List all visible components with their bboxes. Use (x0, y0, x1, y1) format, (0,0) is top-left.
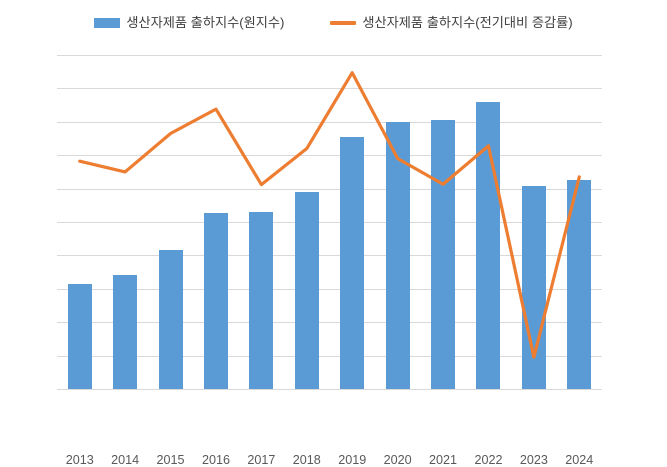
x-axis-tick-label: 2024 (565, 453, 594, 467)
x-axis-tick-label: 2023 (519, 453, 548, 467)
bar-swatch-icon (94, 17, 121, 28)
x-axis-tick-label: 2020 (383, 453, 412, 467)
x-axis-tick-label: 2018 (292, 453, 321, 467)
x-axis-tick-label: 2022 (474, 453, 503, 467)
gridline (57, 121, 602, 123)
bar-2018[interactable] (294, 191, 319, 389)
gridline (57, 222, 602, 223)
legend-item-growth-rate[interactable]: 생산자제품 출하지수(전기대비 증감률) (330, 15, 573, 30)
bar-2016[interactable] (203, 212, 228, 389)
bar-2022[interactable] (476, 101, 501, 389)
x-axis-tick-label: 2019 (338, 453, 367, 467)
x-axis-tick-label: 2016 (201, 453, 230, 467)
legend-item-shipment-index[interactable]: 생산자제품 출하지수(원지수) (94, 16, 284, 29)
gridline (57, 322, 602, 324)
gridline (57, 55, 602, 56)
x-axis-tick-label: 2013 (65, 453, 94, 467)
x-axis-tick-label: 2014 (111, 453, 140, 467)
x-axis-tick-label: 2021 (429, 453, 458, 467)
bar-2023[interactable] (521, 186, 546, 389)
gridline (57, 355, 602, 357)
legend-item-label: 생산자제품 출하지수(전기대비 증감률) (362, 15, 573, 30)
legend-item-label: 생산자제품 출하지수(원지수) (126, 15, 285, 30)
gridline (57, 155, 602, 157)
bar-2020[interactable] (385, 121, 410, 389)
bar-2017[interactable] (249, 211, 274, 389)
bar-2019[interactable] (340, 136, 365, 389)
gridline (57, 188, 602, 190)
x-axis-tick-label: 2015 (156, 453, 185, 467)
plot-area: 1044.00%1023.00%1002.00%981.00%960.00%94… (57, 55, 602, 467)
gridline (57, 255, 602, 257)
gridline (57, 389, 602, 390)
gridline (57, 288, 602, 290)
line-swatch-icon (330, 20, 357, 25)
bar-2024[interactable] (567, 180, 592, 389)
bar-2013[interactable] (67, 283, 92, 389)
x-axis-tick-label: 2017 (247, 453, 276, 467)
bar-2021[interactable] (431, 120, 456, 389)
chart-container: 생산자제품 출하지수(원지수) 생산자제품 출하지수(전기대비 증감률) 104… (0, 15, 667, 467)
gridline (57, 88, 602, 90)
bar-2015[interactable] (158, 250, 183, 389)
chart-legend: 생산자제품 출하지수(원지수) 생산자제품 출하지수(전기대비 증감률) (0, 16, 667, 29)
bar-2014[interactable] (113, 275, 138, 389)
